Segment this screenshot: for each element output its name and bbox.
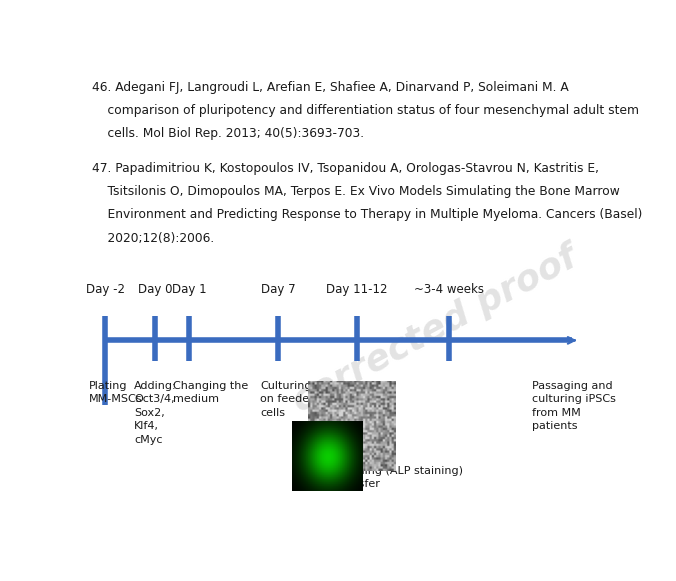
Text: 47. Papadimitriou K, Kostopoulos IV, Tsopanidou A, Orologas-Stavrou N, Kastritis: 47. Papadimitriou K, Kostopoulos IV, Tso… [93,162,600,175]
Text: Day 7: Day 7 [261,282,295,296]
Text: Plating
MM-MSCs: Plating MM-MSCs [89,381,142,404]
Text: Culturing
on feeder
cells: Culturing on feeder cells [260,381,314,418]
Text: Passaging and
culturing iPSCs
from MM
patients: Passaging and culturing iPSCs from MM pa… [533,381,617,432]
Text: Day 0: Day 0 [138,282,172,296]
Text: Changing the
medium: Changing the medium [172,381,248,404]
Text: Environment and Predicting Response to Therapy in Multiple Myeloma. Cancers (Bas: Environment and Predicting Response to T… [93,209,643,221]
Text: cells. Mol Biol Rep. 2013; 40(5):3693-703.: cells. Mol Biol Rep. 2013; 40(5):3693-70… [93,127,364,141]
Text: 2020;12(8):2006.: 2020;12(8):2006. [93,232,214,245]
Text: Day -2: Day -2 [86,282,125,296]
Text: 46. Adegani FJ, Langroudi L, Arefian E, Shafiee A, Dinarvand P, Soleimani M. A: 46. Adegani FJ, Langroudi L, Arefian E, … [93,81,569,94]
Text: comparison of pluripotency and differentiation status of four mesenchymal adult : comparison of pluripotency and different… [93,104,639,117]
Text: corrected proof: corrected proof [287,240,583,419]
Text: Adding:
Oct3/4,
Sox2,
Klf4,
cMyc: Adding: Oct3/4, Sox2, Klf4, cMyc [135,381,177,445]
Text: Live staining (ALP staining)
and transfer: Live staining (ALP staining) and transfe… [311,465,463,489]
Text: Day 1: Day 1 [172,282,207,296]
Text: Day 11-12: Day 11-12 [327,282,387,296]
Text: ~3-4 weeks: ~3-4 weeks [414,282,483,296]
Text: Tsitsilonis O, Dimopoulos MA, Terpos E. Ex Vivo Models Simulating the Bone Marro: Tsitsilonis O, Dimopoulos MA, Terpos E. … [93,185,620,198]
Text: Emerging
colonies: Emerging colonies [337,446,391,469]
